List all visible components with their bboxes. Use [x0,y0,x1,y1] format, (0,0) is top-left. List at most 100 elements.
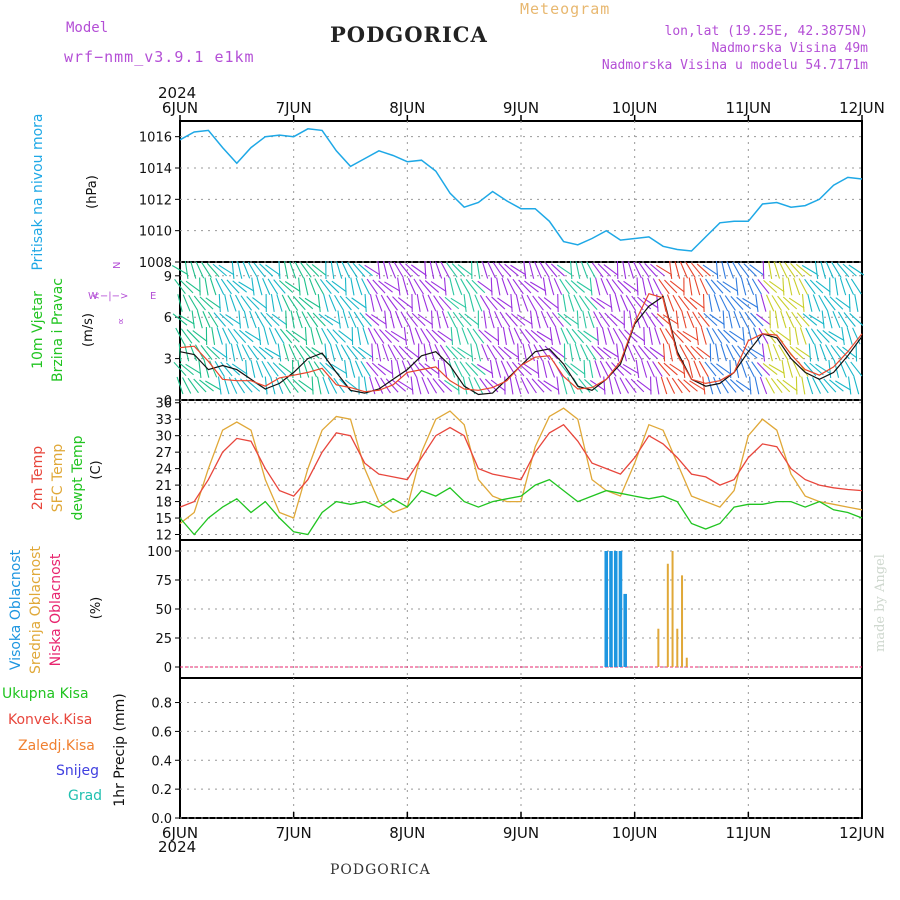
wind-barb [450,297,467,309]
wind-barb [243,310,249,329]
wind-barb [421,376,430,395]
wind-barb [597,263,612,277]
wind-barb [584,295,598,311]
wind-barb [524,280,539,293]
wind-barb [583,330,599,342]
y-tick-label: 12 [155,529,172,544]
wind-barb [414,327,423,345]
wind-barb [576,310,579,329]
wind-barb [591,345,605,360]
wind-barb [203,360,210,378]
wind-barb [206,345,221,360]
wind-barb [488,310,495,329]
wind-barb [344,360,348,378]
wind-barb [549,327,553,345]
wind-barb [394,310,403,329]
cloud-high-bar [618,551,623,667]
wind-barb [794,327,799,345]
wind-barb [723,329,738,343]
wind-barb [419,279,432,294]
wind-barb [580,261,589,279]
wind-barb [485,295,498,311]
wind-barb [462,376,468,395]
wind-barb [542,277,547,296]
wind-barb [212,346,228,359]
wind-barb [719,294,729,312]
wind-barb [185,280,201,293]
wind-barb [638,345,651,360]
wind-barb [239,329,254,343]
wind-barb [294,261,305,279]
wind-barb [789,326,791,346]
wind-barb [445,345,459,360]
cloud-label-low: Niska Oblacnost [48,553,64,666]
wind-barb [631,295,644,311]
wind-barb [326,328,339,344]
wind-barb [706,327,715,345]
wind-barb [716,280,731,293]
y-tick-label: 24 [155,463,172,478]
wind-barb [298,379,314,392]
wind-barb [596,326,599,346]
wind-barb [230,343,236,362]
wind-barb [649,346,666,359]
wind-barb [659,327,669,345]
wind-barb [679,344,689,361]
meteogram-label: Meteogram [520,0,611,18]
wind-barb [675,310,679,329]
wind-barb [798,278,808,295]
wind-barb [669,363,686,375]
wind-barb [740,277,747,296]
wind-compass-e: E [150,291,156,302]
wind-barb [537,296,552,310]
wind-barb [180,328,193,344]
wind-barb [492,345,505,360]
wind-barb [523,363,540,375]
wind-barb [176,376,184,395]
wind-barb [369,294,375,312]
wind-barb [644,262,658,278]
wind-barb [461,327,469,345]
wind-barb [376,343,382,362]
time-tick-bottom: 8JUN [389,824,425,842]
wind-barb [603,376,606,395]
wind-barb [288,344,297,361]
y-tick-label: 0.2 [151,783,172,798]
wind-barb [822,329,838,343]
precip-legend-item: Grad [68,788,102,804]
wind-barb [173,361,187,377]
wind-barb [464,313,480,326]
wind-barb [823,295,836,311]
wind-barb [458,312,472,327]
wind-barb [826,310,833,329]
wind-barb [397,297,413,309]
wind-barb [262,278,271,295]
wind-barb [789,346,804,359]
wind-barb [588,360,594,378]
wind-barb [716,363,732,375]
wind-barb [432,378,445,393]
wind-barb [830,344,843,361]
wind-barb [354,360,364,378]
wind-barb [570,363,586,375]
cloud-mid-bar [676,628,679,667]
wind-barb [801,264,818,276]
wind-barb [589,277,593,296]
wind-barb [792,360,801,378]
wind-barb [536,330,553,342]
y-tick-label: 1008 [139,256,172,271]
wind-barb [839,360,847,378]
wind-barb [434,344,443,361]
wind-barb [505,312,518,327]
wind-barb [331,363,348,375]
wind-barb [816,329,830,343]
wind-barb [837,311,849,328]
wind-barb [202,311,211,328]
wind-barb [814,261,819,279]
wind-barb [839,277,847,296]
wind-barb [446,262,458,278]
wind-barb [832,310,841,329]
wind-barb [693,360,702,378]
wind-barb [780,310,787,329]
wind-barb [193,378,207,393]
